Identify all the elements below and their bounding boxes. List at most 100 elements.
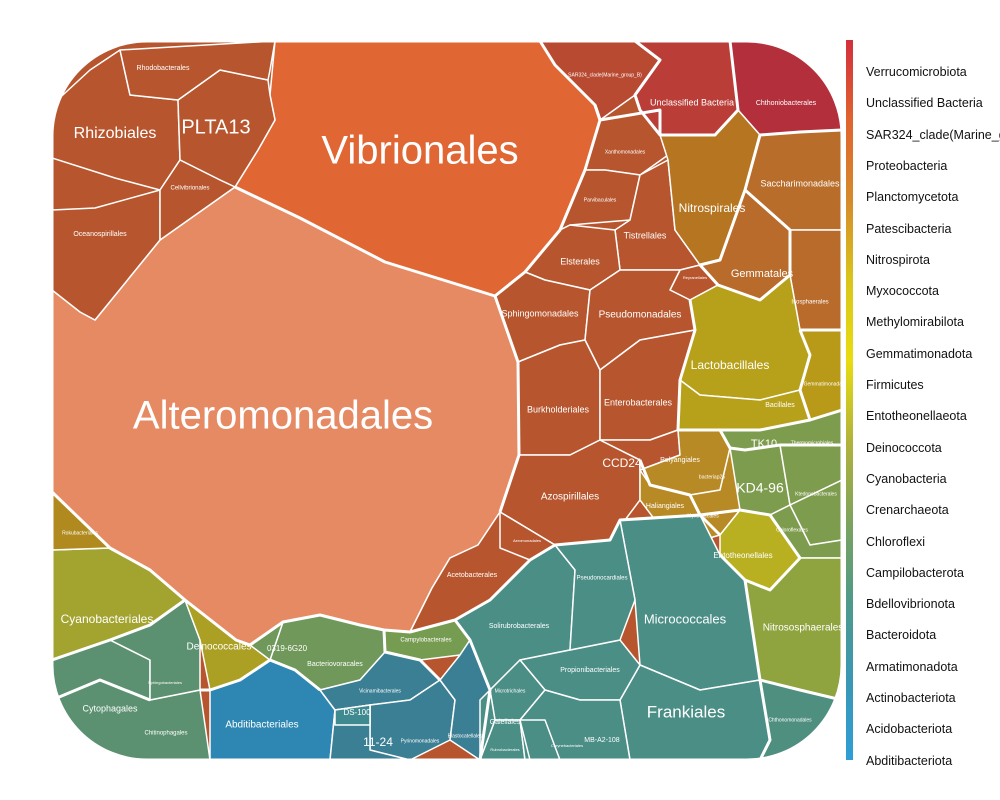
treemap-frame [50, 39, 844, 762]
cell-oceanospirillales [52, 189, 161, 321]
cell-label: DS-100 [343, 708, 371, 717]
cell-label: Polyangiales [660, 457, 700, 464]
cell-label: Microtrichales [495, 688, 526, 694]
cell-label: Entotheonellales [713, 551, 772, 560]
cell-label: TK10 [751, 438, 777, 450]
cell-label: Saccharimonadales [760, 178, 840, 188]
cell-label: Deinococcales [186, 642, 251, 653]
cell-label: CCD24 [602, 456, 642, 470]
cell-label: Cellvibrionales [170, 186, 209, 192]
cell-label: Enterobacterales [604, 397, 673, 407]
legend-label: Abditibacteriota [866, 753, 953, 768]
legend-label: Verrucomicrobiota [866, 65, 967, 79]
legend-label: Planctomycetota [866, 190, 959, 205]
cell-label: 0319-6G20 [267, 644, 308, 653]
legend-label: Campilobacterota [866, 565, 964, 580]
phylum-boundary [758, 679, 772, 760]
cell-label: Elsterales [560, 256, 600, 266]
cell-label: KD4-96 [736, 480, 784, 496]
legend-label: Bacteroidota [866, 628, 937, 643]
legend-gradient-bar [846, 40, 853, 760]
phylum-boundary [453, 619, 492, 760]
phylum-boundary [269, 658, 321, 692]
cell-label: Nitrososphaerales [763, 623, 844, 634]
phylum-boundary [200, 658, 271, 692]
cell-label: Parvibaculales [584, 197, 617, 203]
cell-label: Azospirillales [541, 492, 599, 503]
cell-label: Burkholderiales [527, 404, 590, 414]
cell-label: Vibrionales [321, 129, 518, 173]
legend-label: Nitrospirota [866, 252, 930, 267]
phylum-boundary [638, 459, 802, 592]
legend-label: Deinococcota [866, 440, 942, 455]
legend-label: Methylomirabilota [866, 315, 964, 330]
legend-label: Proteobacteria [866, 158, 948, 173]
phylum-boundary [52, 490, 251, 647]
cell-label: Isosphaerales [791, 300, 828, 306]
cell-label: Cytophagales [82, 703, 138, 713]
legend-label: Unclassified Bacteria [866, 96, 983, 111]
cell-label: Thermomicrobiales [791, 440, 834, 446]
cell-label: Gaiellales [490, 719, 521, 726]
cell-label: Vicinamibacterales [359, 688, 401, 694]
cell-label: Bacillales [765, 402, 795, 409]
phylum-boundary [493, 104, 602, 513]
cell-label: Chloroflexales [776, 527, 808, 533]
cell-label: 11-24 [363, 735, 393, 749]
cell-label: Pseudonocardiales [576, 576, 627, 582]
legend-label: Firmicutes [866, 378, 924, 392]
cell-label: Solirubrobacterales [489, 623, 550, 630]
cell-label: Haliangiales [646, 503, 685, 510]
legend-label: Acidobacteriota [866, 722, 953, 737]
legend-label: Cyanobacteria [866, 471, 947, 486]
cell-label: Myxococcales [687, 513, 719, 519]
cell-label: Abditibacteriales [225, 720, 298, 731]
cell-label: PLTA13 [181, 116, 250, 138]
cell-label: Chthonomonadales [768, 717, 812, 723]
cell-label: Blastocatellales [448, 733, 483, 739]
phylum-boundary [234, 185, 496, 298]
phylum-boundary [633, 41, 740, 137]
cell-label: Chitinophagales [144, 731, 187, 737]
phylum-boundary [52, 598, 186, 662]
legend-label: SAR324_clade(Marine_group_B) [866, 127, 1000, 142]
legend-label: Crenarchaeota [866, 503, 949, 518]
cell-label: Bacteriovoracales [307, 661, 363, 668]
cell-label: Sphingobacteriales [148, 680, 182, 685]
cell-label: Cyanobacteriales [61, 612, 154, 626]
phylum-boundary [249, 513, 722, 647]
cell-label: Rhodobacterales [137, 65, 190, 72]
legend-label: Actinobacteriota [866, 691, 956, 705]
cell-label: SAR324_clade(Marine_group_B) [568, 72, 642, 78]
legend-label: Armatimonadota [866, 659, 958, 674]
cell-label: Gemmatales [731, 268, 794, 280]
legend-label: Gemmatimonadota [866, 346, 973, 361]
cell-label: Pseudomonadales [599, 310, 682, 321]
phylum-boundary [52, 678, 151, 702]
phylum-boundary [676, 299, 842, 432]
cell-label: Propionibacteriales [560, 667, 620, 674]
cell-label: bacteriap25 [699, 474, 725, 480]
cell-corynebacteriales [519, 719, 561, 760]
cell-label: Acetobacterales [447, 572, 498, 579]
cell-label: Aeromonadales [513, 538, 541, 543]
phylum-boundary [743, 579, 842, 702]
legend-label: Myxococcota [866, 284, 939, 299]
cell-label: Alteromonadales [133, 394, 433, 438]
cell-label: Frankiales [647, 702, 725, 721]
cell-label: Micrococcales [644, 611, 727, 626]
cell-label: Reyranellales [683, 275, 707, 280]
cell-ds-100 [334, 704, 371, 726]
legend-label: Chloroflexi [866, 534, 926, 549]
cell-label: Campylobacterales [400, 638, 451, 644]
cell-rhodobacterales [119, 41, 276, 101]
cell-label: Pyrinomonadales [401, 738, 440, 744]
cell-label: Chthoniobacterales [756, 100, 817, 107]
cell-label: Rubrobacterales [490, 747, 519, 752]
phylum-boundary [718, 429, 842, 452]
cell-label: Sphingomonadales [501, 308, 579, 318]
cell-cellvibrionales [159, 159, 236, 241]
legend-label: Entotheonellaeota [866, 409, 967, 424]
legend-label: Patescibacteria [866, 221, 952, 236]
